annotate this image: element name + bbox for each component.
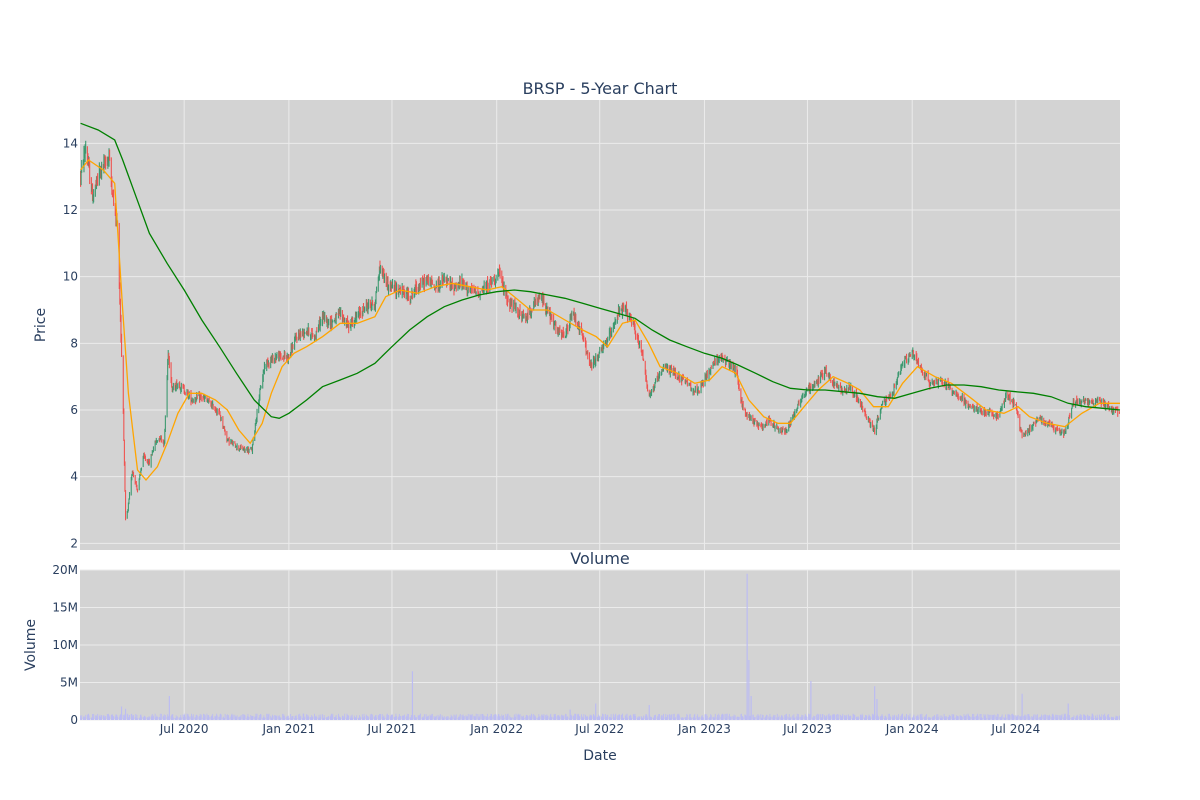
x-tick-label: Jul 2022 [574,722,624,736]
volume-y-tick-label: 5M [60,676,78,690]
volume-bars [80,573,1120,720]
price-y-tick-label: 8 [70,336,78,350]
volume-axis-title: Volume [23,619,39,671]
volume-subplot-title: Volume [570,549,630,568]
volume-y-tick-label: 15M [52,601,78,615]
price-y-ticks: 2 4 6 8 10 12 14 [63,136,78,550]
date-x-ticks: Jul 2020 Jan 2021 Jul 2021 Jan 2022 Jul 2022… [159,722,1041,736]
price-y-tick-label: 2 [70,536,78,550]
x-tick-label: Jan 2024 [885,722,939,736]
volume-y-tick-label: 10M [52,638,78,652]
volume-grid [80,569,1120,721]
volume-y-ticks: 0 5M 10M 15M 20M [52,563,78,727]
price-y-tick-label: 4 [70,470,78,484]
x-tick-label: Jan 2022 [469,722,523,736]
chart-title: BRSP - 5-Year Chart [523,79,678,98]
price-y-tick-label: 12 [63,203,78,217]
x-tick-label: Jul 2020 [159,722,209,736]
price-y-tick-label: 14 [63,136,78,150]
moving-averages [80,122,1121,482]
price-axis-title: Price [33,308,49,342]
x-tick-label: Jul 2024 [990,722,1040,736]
volume-y-tick-label: 0 [70,713,78,727]
volume-y-tick-label: 20M [52,563,78,577]
price-grid [80,100,1120,550]
x-tick-label: Jan 2023 [677,722,731,736]
ma-long-line [80,122,1121,419]
price-y-tick-label: 10 [63,270,78,284]
date-axis-title: Date [583,748,616,764]
ma-short-line [80,159,1120,482]
price-y-tick-label: 6 [70,403,78,417]
x-tick-label: Jan 2021 [261,722,315,736]
x-tick-label: Jul 2021 [367,722,417,736]
x-tick-label: Jul 2023 [782,722,832,736]
